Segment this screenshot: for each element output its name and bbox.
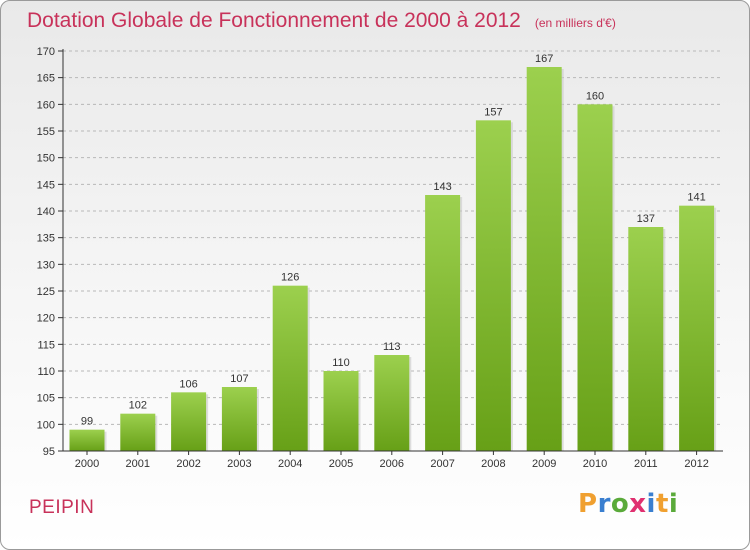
x-axis: 2000 2001 2002 2003 2004 2005 2006 2007 2008 2009…: [63, 450, 723, 470]
x-tick-label-2003: 2003: [227, 458, 251, 470]
value-label-2012: 141: [687, 192, 705, 204]
bar-2001: [120, 413, 156, 451]
bars: 99 102 106 107 126 110 113 143 157 167 160 137 141: [69, 53, 717, 451]
logo-letter: P: [578, 489, 598, 519]
y-tick-label-95: 95: [43, 446, 55, 458]
bar-2004: [272, 285, 308, 451]
y-tick-label-150: 150: [37, 153, 55, 165]
x-tick-label-2009: 2009: [532, 458, 556, 470]
logo-letter: r: [597, 489, 611, 519]
y-tick-label-140: 140: [37, 206, 55, 218]
bar-2000: [69, 429, 105, 451]
x-tick-label-2000: 2000: [75, 458, 99, 470]
bar-2005: [323, 371, 359, 451]
y-tick-label-130: 130: [37, 259, 55, 271]
logo-letter: i: [646, 489, 656, 519]
value-label-2007: 143: [433, 181, 451, 193]
x-tick-label-2002: 2002: [176, 458, 200, 470]
value-label-2002: 106: [179, 378, 197, 390]
value-label-2010: 160: [586, 90, 604, 102]
value-label-2004: 126: [281, 272, 299, 284]
logo-letter: i: [668, 489, 679, 519]
y-tick-label-155: 155: [37, 126, 55, 138]
bar-2002: [171, 392, 207, 451]
value-label-2001: 102: [129, 400, 147, 412]
x-tick-label-2004: 2004: [278, 458, 302, 470]
y-tick-label-135: 135: [37, 233, 55, 245]
bar-2008: [475, 120, 511, 451]
y-tick-label-170: 170: [37, 46, 55, 58]
y-tick-label-105: 105: [37, 393, 55, 405]
y-tick-label-110: 110: [37, 366, 55, 378]
bar-2006: [374, 355, 410, 451]
y-tick-label-115: 115: [37, 339, 55, 351]
value-label-2005: 110: [332, 357, 350, 369]
x-tick-label-2007: 2007: [430, 458, 454, 470]
bar-2012: [679, 205, 715, 451]
logo-letter: o: [610, 489, 630, 519]
bar-2010: [577, 104, 613, 451]
logo-letter: x: [629, 489, 647, 519]
value-label-2003: 107: [230, 373, 248, 385]
value-label-2000: 99: [81, 416, 93, 428]
chart-title-text: Dotation Globale de Fonctionnement de 20…: [27, 9, 521, 32]
y-tick-label-100: 100: [37, 419, 55, 431]
y-tick-label-125: 125: [37, 286, 55, 298]
value-label-2008: 157: [484, 106, 502, 118]
proxiti-logo[interactable]: Proxiti: [578, 489, 678, 519]
value-label-2011: 137: [637, 213, 655, 225]
chart-subtitle: (en milliers d'€): [534, 16, 616, 30]
x-tick-label-2010: 2010: [583, 458, 607, 470]
bar-2011: [628, 227, 664, 451]
x-tick-label-2001: 2001: [126, 458, 150, 470]
y-tick-label-145: 145: [37, 179, 55, 191]
commune-name: PEIPIN: [29, 497, 95, 518]
y-tick-label-165: 165: [37, 73, 55, 85]
bar-2007: [425, 195, 461, 451]
y-axis: 95 100 105 110 115 120 125 130 135 140 145 150 155 16…: [37, 46, 64, 458]
value-label-2006: 113: [383, 341, 401, 353]
x-tick-label-2011: 2011: [634, 458, 658, 470]
bar-2003: [221, 387, 257, 451]
x-tick-label-2012: 2012: [684, 458, 708, 470]
chart-title: Dotation Globale de Fonctionnement de 20…: [27, 9, 616, 33]
value-label-2009: 167: [535, 53, 553, 65]
y-tick-label-120: 120: [37, 313, 55, 325]
x-tick-label-2008: 2008: [481, 458, 505, 470]
bar-2009: [526, 67, 562, 451]
y-tick-label-160: 160: [37, 99, 55, 111]
x-tick-label-2005: 2005: [329, 458, 353, 470]
x-tick-label-2006: 2006: [380, 458, 404, 470]
logo-letter: t: [655, 489, 669, 519]
